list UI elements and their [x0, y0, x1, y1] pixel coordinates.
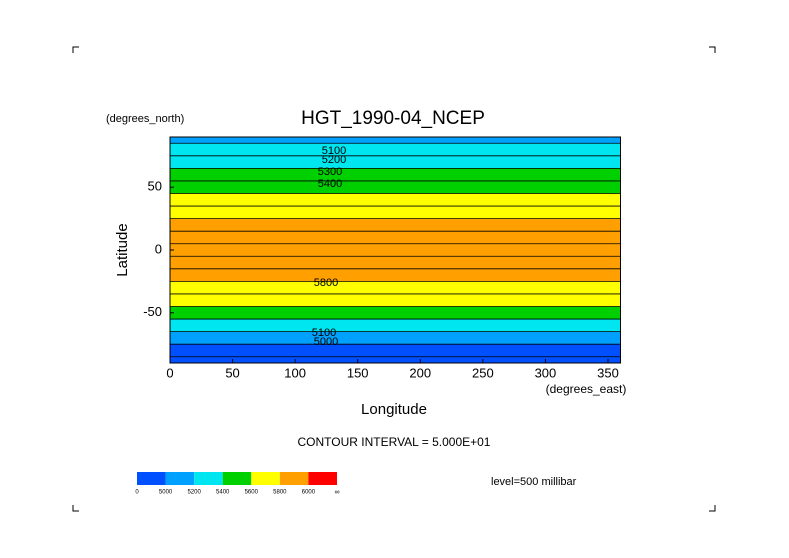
colorbar-label: 5800 [273, 490, 287, 496]
y-tick-label: 0 [155, 241, 162, 256]
contour-label: 5400 [318, 178, 342, 190]
corner-mark [709, 505, 716, 512]
colorbar-box [222, 472, 252, 485]
contour-band [170, 206, 621, 219]
colorbar-box [251, 472, 280, 485]
y-unit: (degrees_north) [106, 113, 184, 125]
colorbar-label: ∞ [335, 489, 340, 496]
contour-band [170, 319, 621, 332]
colorbar-box [279, 472, 309, 485]
contour-band [170, 243, 621, 257]
colorbar-label: 5000 [159, 490, 173, 496]
contour-band [170, 137, 621, 144]
x-tick-label: 250 [472, 365, 494, 380]
contour-label: 5100 [312, 327, 336, 339]
contour-band [170, 356, 621, 363]
contour-band [170, 344, 621, 357]
x-tick-label: 350 [597, 365, 619, 380]
contour-band [170, 293, 621, 307]
contour-band [170, 281, 621, 294]
corner-mark [72, 46, 79, 53]
y-tick-label: -50 [143, 304, 162, 319]
y-tick-label: 50 [148, 179, 162, 194]
contour-band [170, 143, 621, 156]
colorbar-label: 6000 [302, 490, 316, 496]
contour-band [170, 218, 621, 232]
colorbar-label: 0 [135, 490, 139, 496]
x-unit: (degrees_east) [546, 382, 627, 396]
chart-title: HGT_1990-04_NCEP [301, 108, 485, 129]
contour-band [170, 155, 621, 169]
colorbar-label: 5200 [187, 490, 201, 496]
corner-mark [709, 46, 716, 53]
colorbar-box [194, 472, 223, 485]
x-tick-label: 200 [409, 365, 431, 380]
colorbar-label: 5600 [245, 490, 259, 496]
contour-band [170, 256, 621, 269]
contour-band [170, 231, 621, 244]
contour-band [170, 168, 621, 181]
contour-band [170, 193, 621, 207]
x-tick-label: 150 [347, 365, 369, 380]
x-axis-label: Longitude [361, 401, 427, 418]
contour-band [170, 306, 621, 320]
contour-label: 5000 [314, 336, 338, 348]
contour-interval: CONTOUR INTERVAL = 5.000E+01 [298, 435, 491, 449]
contour-label: 5100 [322, 145, 346, 157]
x-tick-label: 300 [535, 365, 557, 380]
contour-label: 5800 [314, 277, 338, 289]
colorbar-box [165, 472, 195, 485]
x-tick-label: 100 [284, 365, 306, 380]
contour-band [170, 180, 621, 194]
contour-band [170, 331, 621, 345]
x-tick-label: 50 [225, 365, 239, 380]
colorbar-box [137, 472, 166, 485]
contour-band [170, 268, 621, 282]
colorbar-box [308, 472, 337, 485]
contour-label: 5200 [322, 154, 346, 166]
level-label: level=500 millibar [491, 476, 577, 488]
corner-mark [72, 505, 79, 512]
colorbar-label: 5400 [216, 490, 230, 496]
y-axis-label: Latitude [114, 223, 131, 276]
contour-label: 5300 [318, 166, 342, 178]
x-tick-label: 0 [166, 365, 173, 380]
